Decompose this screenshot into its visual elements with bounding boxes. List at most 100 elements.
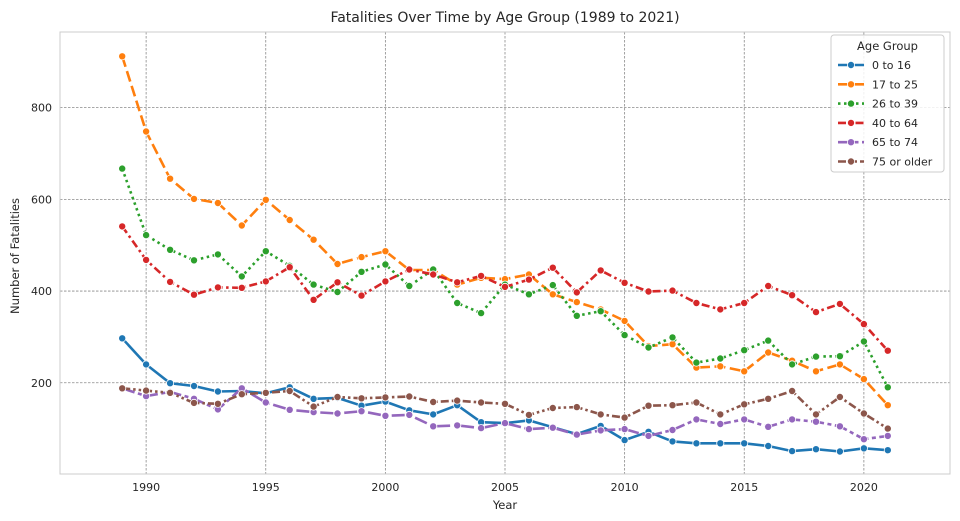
data-point (764, 336, 773, 345)
data-point (644, 431, 653, 440)
data-point (261, 277, 270, 286)
data-point (405, 392, 414, 401)
data-point (716, 439, 725, 448)
data-point (620, 278, 629, 287)
data-point (620, 413, 629, 422)
data-point (405, 410, 414, 419)
series-line (121, 386, 888, 441)
data-point (261, 247, 270, 256)
legend-marker (847, 138, 856, 147)
legend-box (830, 34, 945, 173)
data-point (213, 250, 222, 259)
legend-label: 26 to 39 (872, 98, 918, 111)
legend-marker (847, 99, 856, 108)
data-point (285, 405, 294, 414)
data-point (237, 272, 246, 281)
data-point (740, 298, 749, 307)
data-point (716, 410, 725, 419)
x-axis-title: Year (492, 498, 518, 512)
data-point (333, 259, 342, 268)
data-point (740, 346, 749, 355)
data-point (788, 360, 797, 369)
data-point (859, 337, 868, 346)
data-point (764, 281, 773, 290)
data-point (692, 358, 701, 367)
data-point (142, 360, 151, 369)
data-point (716, 305, 725, 314)
data-point (548, 290, 557, 299)
data-point (692, 439, 701, 448)
data-point (261, 195, 270, 204)
data-point (477, 398, 486, 407)
legend-entry: 0 to 16 (838, 59, 911, 72)
data-point (237, 283, 246, 292)
data-point (788, 291, 797, 300)
legend-marker (847, 157, 856, 166)
data-point (524, 290, 533, 299)
series-40-to-64 (118, 222, 892, 355)
data-point (357, 267, 366, 276)
legend: Age Group 0 to 16 17 to 25 26 to 39 40 to 64… (830, 34, 945, 173)
x-tick-label: 2000 (371, 481, 399, 494)
data-point (309, 402, 318, 411)
data-point (812, 308, 821, 317)
data-point (453, 278, 462, 287)
data-point (548, 281, 557, 290)
data-point (740, 400, 749, 409)
data-point (213, 387, 222, 396)
data-point (883, 383, 892, 392)
data-point (381, 277, 390, 286)
data-point (548, 263, 557, 272)
legend-marker (847, 61, 856, 70)
data-point (620, 331, 629, 340)
data-point (812, 410, 821, 419)
data-point (859, 435, 868, 444)
data-point (859, 320, 868, 329)
x-tick-label: 2015 (730, 481, 758, 494)
y-tick-label: 200 (31, 377, 52, 390)
data-point (285, 263, 294, 272)
data-point (572, 403, 581, 412)
data-point (429, 422, 438, 431)
legend-marker (847, 118, 856, 127)
data-point (189, 256, 198, 265)
data-point (237, 390, 246, 399)
data-point (692, 415, 701, 424)
data-point (213, 399, 222, 408)
series-line (122, 387, 889, 430)
data-point (333, 409, 342, 418)
plot-area: 1990 1995 2000 2005 2010 2015 2020 200 400 600 800 (31, 31, 951, 494)
data-point (596, 426, 605, 435)
data-point (716, 419, 725, 428)
data-point (859, 409, 868, 418)
legend-label: 75 or older (872, 156, 933, 169)
data-point (142, 231, 151, 240)
data-point (883, 424, 892, 433)
data-point (644, 401, 653, 410)
data-point (166, 245, 175, 254)
x-tick-label: 2005 (491, 481, 519, 494)
data-point (189, 194, 198, 203)
series-75-or-older (118, 384, 892, 433)
data-point (859, 444, 868, 453)
x-tick-label: 1990 (132, 481, 160, 494)
data-point (357, 291, 366, 300)
data-point (883, 401, 892, 410)
data-point (668, 425, 677, 434)
data-point (788, 386, 797, 395)
y-axis-title: Number of Fatalities (8, 198, 22, 314)
data-point (142, 255, 151, 264)
data-point (429, 270, 438, 279)
data-point (429, 397, 438, 406)
data-point (405, 281, 414, 290)
legend-label: 17 to 25 (872, 78, 918, 91)
data-point (764, 348, 773, 357)
data-point (500, 282, 509, 291)
data-point (835, 422, 844, 431)
legend-entry: 40 to 64 (838, 117, 918, 130)
data-point (309, 280, 318, 289)
legend-label: 40 to 64 (872, 117, 918, 130)
data-point (213, 198, 222, 207)
data-point (357, 407, 366, 416)
